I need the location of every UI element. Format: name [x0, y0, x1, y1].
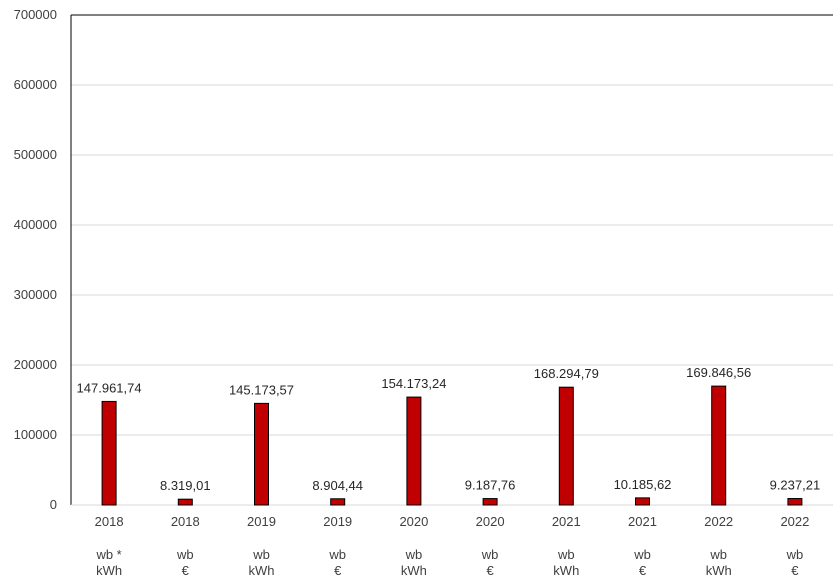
- bar: [635, 497, 650, 506]
- category-type-label: wb: [786, 547, 804, 562]
- bar: [101, 400, 117, 506]
- category-unit-label: kWh: [553, 563, 579, 578]
- category-type-label: wb: [176, 547, 194, 562]
- bar: [254, 402, 269, 506]
- category-year-label: 2020: [476, 514, 505, 529]
- data-label: 10.185,62: [614, 477, 672, 492]
- category-type-label: wb *: [95, 547, 121, 562]
- bar: [406, 396, 422, 506]
- category-year-label: 2019: [323, 514, 352, 529]
- category-type-label: wb: [405, 547, 423, 562]
- y-tick-label: 300000: [14, 287, 57, 302]
- category-unit-label: €: [182, 563, 190, 578]
- data-label: 147.961,74: [77, 380, 142, 395]
- category-unit-label: €: [791, 563, 799, 578]
- y-tick-label: 500000: [14, 147, 57, 162]
- category-year-label: 2018: [171, 514, 200, 529]
- category-unit-label: €: [639, 563, 647, 578]
- axes: [70, 14, 833, 506]
- bar: [330, 498, 346, 506]
- bar: [482, 498, 498, 506]
- category-unit-label: €: [334, 563, 342, 578]
- y-tick-label: 200000: [14, 357, 57, 372]
- y-tick-labels: 0 100000 200000 300000 400000 500000 600000 700…: [14, 7, 57, 512]
- bar: [177, 498, 193, 506]
- category-year-label: 2021: [628, 514, 657, 529]
- bars: [101, 385, 803, 506]
- category-year-label: 2020: [399, 514, 428, 529]
- data-label: 9.187,76: [465, 478, 516, 493]
- category-type-label: wb: [557, 547, 575, 562]
- category-year-label: 2022: [780, 514, 809, 529]
- category-type-label: wb: [328, 547, 346, 562]
- data-label: 8.319,01: [160, 478, 211, 493]
- y-tick-label: 700000: [14, 7, 57, 22]
- category-unit-label: kWh: [96, 563, 122, 578]
- category-type-label: wb: [633, 547, 651, 562]
- category-unit-label: €: [486, 563, 494, 578]
- y-tick-label: 400000: [14, 217, 57, 232]
- data-label: 9.237,21: [770, 478, 821, 493]
- y-tick-label: 100000: [14, 427, 57, 442]
- category-type-label: wb: [252, 547, 270, 562]
- data-label: 154.173,24: [381, 376, 446, 391]
- category-year-label: 2022: [704, 514, 733, 529]
- category-year-label: 2019: [247, 514, 276, 529]
- bar: [558, 386, 574, 506]
- category-type-label: wb: [709, 547, 727, 562]
- data-label: 169.846,56: [686, 365, 751, 380]
- data-label: 145.173,57: [229, 382, 294, 397]
- bar: [711, 385, 727, 506]
- category-unit-label: kWh: [249, 563, 275, 578]
- category-year-label: 2018: [95, 514, 124, 529]
- y-tick-label: 600000: [14, 77, 57, 92]
- data-labels: 147.961,74 8.319,01 145.173,57 8.904,44 154.…: [77, 365, 821, 493]
- y-tick-label: 0: [50, 497, 57, 512]
- category-year-label: 2021: [552, 514, 581, 529]
- gridlines: [71, 84, 833, 436]
- category-unit-label: kWh: [401, 563, 427, 578]
- bar: [787, 498, 803, 506]
- data-label: 8.904,44: [312, 478, 363, 493]
- category-unit-label: kWh: [706, 563, 732, 578]
- category-type-label: wb: [481, 547, 499, 562]
- data-label: 168.294,79: [534, 366, 599, 381]
